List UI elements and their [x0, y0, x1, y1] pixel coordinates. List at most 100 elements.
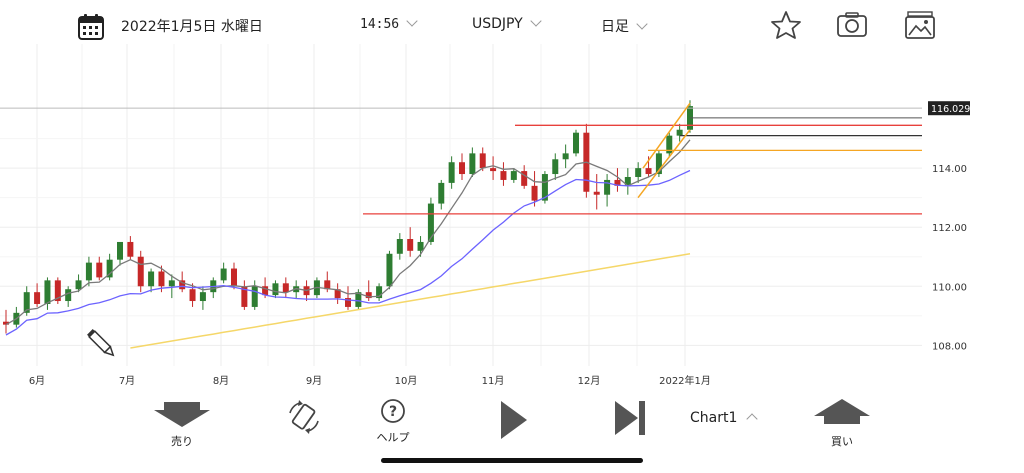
help-icon: ?	[381, 399, 405, 423]
candle-body	[241, 286, 248, 307]
candle-body	[593, 191, 600, 195]
gallery-icon	[905, 11, 935, 39]
x-tick-label: 12月	[578, 375, 601, 387]
candle-body	[34, 292, 41, 304]
candle-body	[158, 271, 165, 287]
ma-line-mid	[5, 169, 691, 336]
candle-body	[541, 174, 548, 201]
x-tick-label: 2022年1月	[659, 374, 711, 387]
candle-body	[272, 283, 279, 296]
candle-body	[54, 280, 61, 302]
candle-body	[624, 176, 631, 186]
candle-body	[396, 239, 403, 254]
timeframe-selector[interactable]: 日足	[601, 16, 648, 36]
home-indicator	[381, 458, 643, 463]
candle-body	[3, 321, 9, 325]
candle-body	[645, 168, 652, 175]
candle-body	[85, 262, 92, 281]
buy-arrow-icon	[814, 399, 870, 424]
candle-body	[417, 241, 424, 251]
time-selector[interactable]: 14:56	[360, 15, 418, 32]
candle-body	[604, 179, 611, 195]
candle-body	[469, 153, 476, 175]
current-price-label: 116.029	[931, 104, 970, 115]
step-forward-button[interactable]	[612, 398, 648, 441]
current-price-box	[928, 101, 970, 116]
candle-body	[231, 268, 237, 287]
x-tick-label: 11月	[482, 375, 505, 387]
y-tick-label: 112.00	[932, 223, 967, 234]
candle-body	[137, 256, 144, 287]
candle-body	[127, 241, 134, 257]
candle-body	[262, 286, 269, 296]
play-icon	[501, 401, 527, 439]
candle-body	[345, 298, 351, 307]
candle-body	[510, 171, 517, 180]
time-label: 14:56	[360, 17, 400, 32]
x-tick-label: 7月	[119, 375, 135, 387]
candle-body	[355, 292, 362, 307]
favorite-button[interactable]	[768, 8, 804, 42]
x-tick-label: 8月	[213, 375, 229, 387]
chart-selector[interactable]: Chart1	[690, 410, 758, 426]
candle-body	[96, 262, 103, 278]
chevron-up-icon	[746, 413, 758, 425]
y-tick-label: 110.00	[932, 282, 967, 293]
candle-body	[438, 182, 445, 204]
candle-body	[521, 171, 528, 186]
candle-body	[334, 289, 341, 299]
sell-label: 売り	[171, 435, 193, 448]
candle-body	[365, 292, 372, 299]
chevron-down-icon	[406, 15, 418, 27]
candle-body	[407, 239, 414, 251]
calendar-icon	[78, 14, 104, 40]
candle-body	[117, 241, 123, 260]
help-button[interactable]: ? ヘルプ	[370, 398, 416, 445]
candle-body	[282, 283, 289, 293]
candle-body	[199, 292, 206, 302]
candle-body	[23, 292, 30, 313]
date-label[interactable]: 2022年1月5日 水曜日	[121, 19, 263, 35]
candle-body	[676, 129, 683, 136]
candle-body	[75, 280, 82, 290]
candle-body	[65, 289, 72, 302]
screenshot-button[interactable]	[834, 8, 870, 42]
y-tick-label: 114.00	[932, 164, 967, 175]
candle-body	[573, 132, 579, 154]
candle-body	[189, 289, 196, 302]
symbol-selector[interactable]: USDJPY	[472, 15, 542, 32]
rotate-icon	[289, 400, 319, 434]
candle-body	[376, 286, 383, 299]
candle-body	[220, 268, 227, 281]
chart-canvas[interactable]: 6月 7月 8月 9月 10月 11月 12月 2022年1月 114.00 112.00 110.…	[0, 44, 1024, 394]
play-button[interactable]	[498, 398, 530, 445]
gallery-button[interactable]	[902, 8, 938, 42]
sell-arrow-icon	[154, 402, 210, 427]
bottom-toolbar: 売り ? ヘルプ Chart1	[0, 394, 1024, 454]
candle-body	[251, 286, 258, 307]
candle-body	[459, 162, 465, 175]
price-chart[interactable]: 6月 7月 8月 9月 10月 11月 12月 2022年1月 114.00 112.00 110.…	[0, 44, 1024, 394]
candle-body	[614, 179, 621, 186]
candle-body	[44, 280, 51, 304]
rotate-button[interactable]	[284, 398, 324, 439]
trend-channel-lower	[637, 129, 691, 199]
candle-body	[552, 159, 559, 175]
ma-line-long	[130, 253, 691, 349]
candle-body	[500, 171, 507, 180]
candle-body	[148, 271, 155, 287]
chevron-down-icon	[636, 18, 648, 30]
candle-body	[324, 280, 331, 290]
candle-body	[531, 185, 538, 201]
candle-body	[666, 135, 673, 154]
timeframe-label: 日足	[601, 19, 629, 35]
ma-line-short	[5, 139, 691, 326]
buy-button[interactable]: 買い	[810, 398, 874, 449]
x-tick-label: 10月	[395, 375, 418, 387]
chevron-down-icon	[530, 15, 542, 27]
pencil-icon[interactable]	[87, 329, 116, 358]
top-bar: 2022年1月5日 水曜日 14:56 USDJPY 日足	[0, 0, 1024, 50]
sell-button[interactable]: 売り	[150, 398, 214, 449]
candle-body	[490, 168, 497, 172]
calendar-button[interactable]	[76, 12, 106, 42]
